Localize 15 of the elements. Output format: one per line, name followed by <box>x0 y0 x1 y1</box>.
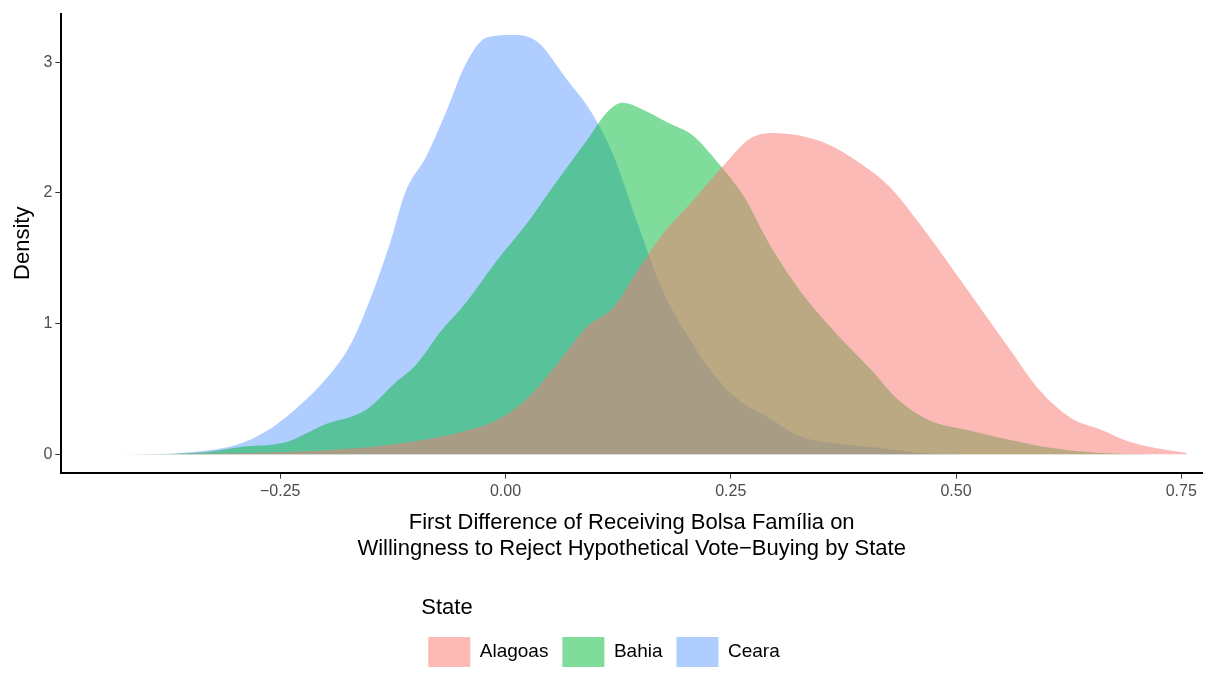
y-tick-label: 0 <box>43 444 53 462</box>
y-tick-label: 2 <box>43 183 53 201</box>
legend-label: Alagoas <box>479 640 549 662</box>
y-tick-label: 3 <box>43 52 53 70</box>
x-tick-label: 0.00 <box>489 481 522 499</box>
y-axis-title: Density <box>9 206 35 280</box>
legend-label: Ceara <box>728 640 781 662</box>
x-tick-label: −0.25 <box>260 481 301 499</box>
y-tick-label: 1 <box>43 314 53 332</box>
x-tick-label: 0.25 <box>715 481 747 499</box>
x-axis-title: First Difference of Receiving Bolsa Família on Willingness to Reject Hypothetical Vote−Buying by State <box>357 509 906 561</box>
legend-label: Bahia <box>613 640 663 662</box>
legend-title: State <box>421 593 473 619</box>
x-tick-label: 0.75 <box>1165 481 1197 499</box>
x-tick-label: 0.50 <box>940 481 972 499</box>
